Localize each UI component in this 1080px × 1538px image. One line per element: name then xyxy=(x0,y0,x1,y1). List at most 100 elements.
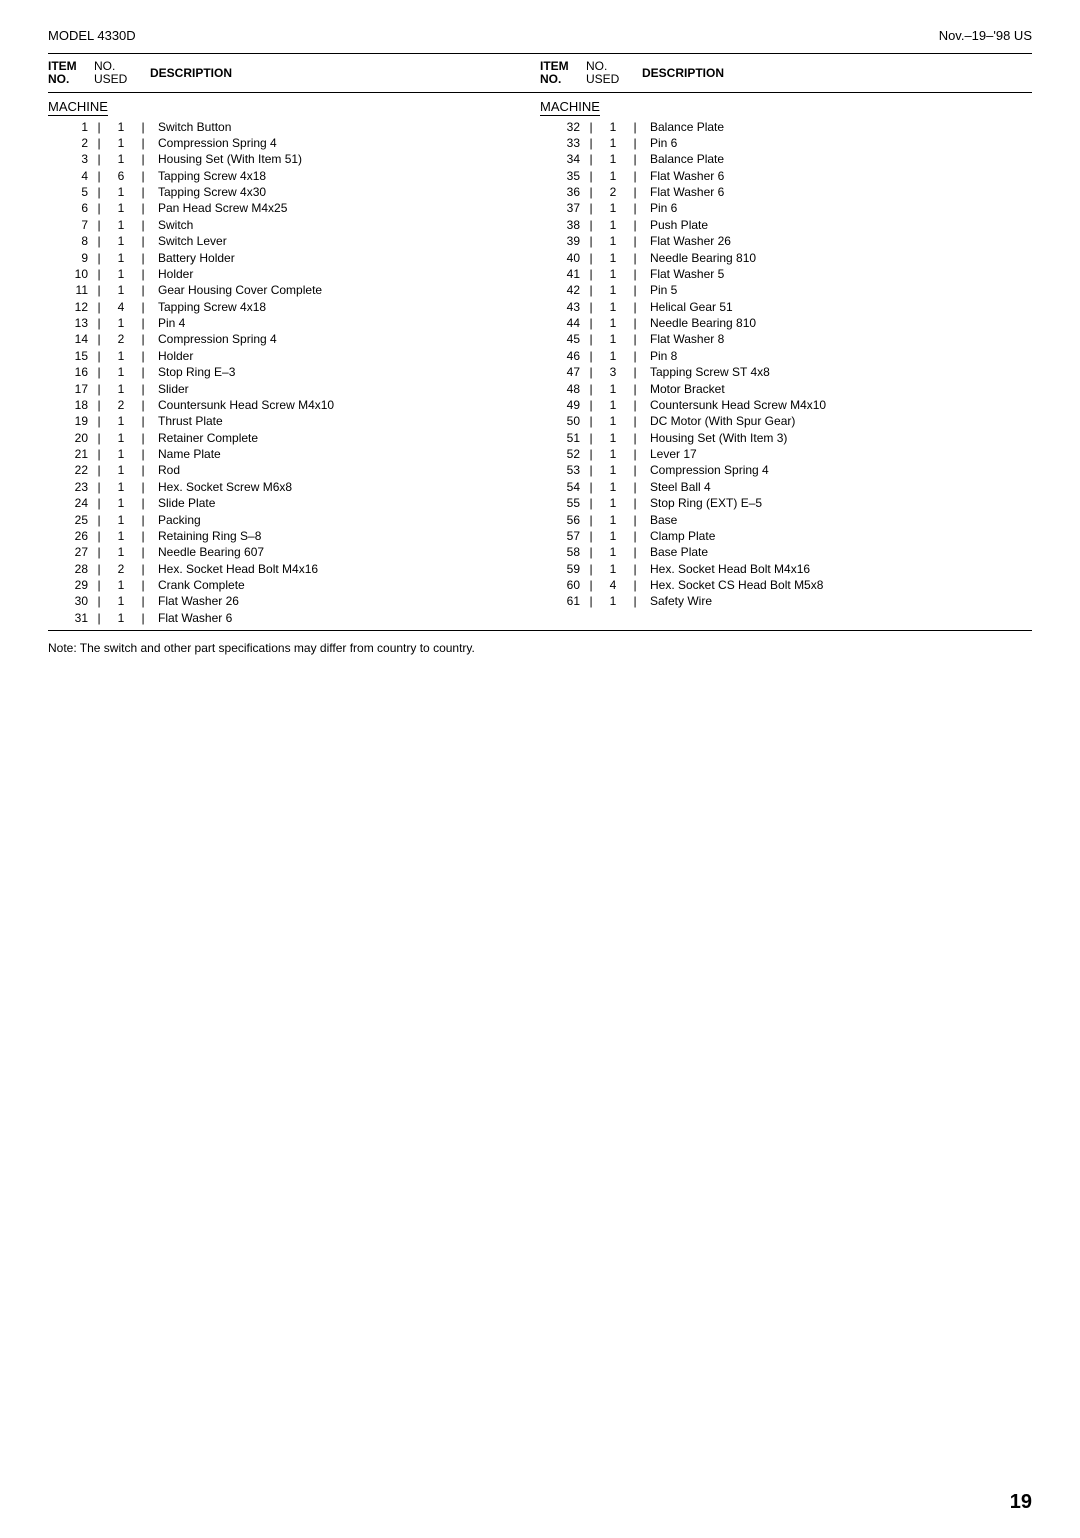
table-row: 12|4|Tapping Screw 4x18 xyxy=(48,299,540,315)
cell-separator: | xyxy=(138,249,148,265)
cell-separator: | xyxy=(138,217,148,233)
cell-separator: | xyxy=(586,380,596,396)
cell-separator: | xyxy=(586,331,596,347)
cell-no-used: 1 xyxy=(596,135,630,151)
cell-no-used: 1 xyxy=(596,397,630,413)
cell-item-no: 2 xyxy=(48,135,94,151)
cell-no-used: 2 xyxy=(104,397,138,413)
table-row: 43|1|Helical Gear 51 xyxy=(540,299,1032,315)
cell-description: Motor Bracket xyxy=(640,380,1032,396)
cell-separator: | xyxy=(138,577,148,593)
cell-separator: | xyxy=(94,430,104,446)
cell-item-no: 18 xyxy=(48,397,94,413)
cell-no-used: 1 xyxy=(104,577,138,593)
cell-description: Needle Bearing 810 xyxy=(640,249,1032,265)
table-row: 41|1|Flat Washer 5 xyxy=(540,266,1032,282)
cell-no-used: 1 xyxy=(596,348,630,364)
table-row: 60|4|Hex. Socket CS Head Bolt M5x8 xyxy=(540,577,1032,593)
cell-separator: | xyxy=(138,495,148,511)
cell-separator: | xyxy=(94,233,104,249)
cell-separator: | xyxy=(94,118,104,134)
cell-item-no: 57 xyxy=(540,528,586,544)
header-item-line1-r: ITEM xyxy=(540,59,569,73)
section-label-left-text: MACHINE xyxy=(48,99,108,116)
cell-no-used: 2 xyxy=(104,331,138,347)
cell-no-used: 1 xyxy=(596,561,630,577)
table-row: 15|1|Holder xyxy=(48,348,540,364)
cell-separator: | xyxy=(630,495,640,511)
cell-item-no: 61 xyxy=(540,593,586,609)
table-row: 39|1|Flat Washer 26 xyxy=(540,233,1032,249)
cell-item-no: 59 xyxy=(540,561,586,577)
cell-no-used: 1 xyxy=(104,315,138,331)
cell-separator: | xyxy=(630,233,640,249)
cell-no-used: 1 xyxy=(596,331,630,347)
cell-description: Helical Gear 51 xyxy=(640,299,1032,315)
cell-separator: | xyxy=(586,168,596,184)
cell-separator: | xyxy=(138,266,148,282)
cell-description: Steel Ball 4 xyxy=(640,479,1032,495)
cell-item-no: 51 xyxy=(540,430,586,446)
table-row: 57|1|Clamp Plate xyxy=(540,528,1032,544)
cell-separator: | xyxy=(630,249,640,265)
cell-no-used: 1 xyxy=(596,528,630,544)
cell-item-no: 42 xyxy=(540,282,586,298)
cell-item-no: 32 xyxy=(540,118,586,134)
cell-separator: | xyxy=(138,479,148,495)
table-row: 51|1|Housing Set (With Item 3) xyxy=(540,430,1032,446)
cell-no-used: 1 xyxy=(596,479,630,495)
cell-description: Flat Washer 26 xyxy=(640,233,1032,249)
cell-item-no: 36 xyxy=(540,184,586,200)
table-row: 26|1|Retaining Ring S–8 xyxy=(48,528,540,544)
cell-no-used: 1 xyxy=(104,430,138,446)
cell-item-no: 12 xyxy=(48,299,94,315)
cell-description: Flat Washer 6 xyxy=(640,168,1032,184)
cell-description: Tapping Screw 4x30 xyxy=(148,184,540,200)
cell-item-no: 23 xyxy=(48,479,94,495)
cell-separator: | xyxy=(94,544,104,560)
cell-item-no: 52 xyxy=(540,446,586,462)
cell-separator: | xyxy=(586,233,596,249)
table-row: 20|1|Retainer Complete xyxy=(48,430,540,446)
cell-no-used: 1 xyxy=(596,299,630,315)
cell-no-used: 1 xyxy=(596,118,630,134)
right-column: 32|1|Balance Plate33|1|Pin 634|1|Balance… xyxy=(540,118,1032,626)
cell-separator: | xyxy=(586,184,596,200)
cell-item-no: 5 xyxy=(48,184,94,200)
cell-item-no: 41 xyxy=(540,266,586,282)
table-row: 59|1|Hex. Socket Head Bolt M4x16 xyxy=(540,561,1032,577)
cell-separator: | xyxy=(94,299,104,315)
cell-item-no: 11 xyxy=(48,282,94,298)
header-description-r: DESCRIPTION xyxy=(632,66,724,80)
cell-no-used: 1 xyxy=(596,380,630,396)
cell-item-no: 49 xyxy=(540,397,586,413)
table-row: 2|1|Compression Spring 4 xyxy=(48,135,540,151)
cell-no-used: 1 xyxy=(596,413,630,429)
table-row: 13|1|Pin 4 xyxy=(48,315,540,331)
cell-description: Flat Washer 5 xyxy=(640,266,1032,282)
cell-item-no: 56 xyxy=(540,511,586,527)
cell-item-no: 38 xyxy=(540,217,586,233)
cell-description: Base xyxy=(640,511,1032,527)
cell-item-no: 22 xyxy=(48,462,94,478)
table-row: 10|1|Holder xyxy=(48,266,540,282)
cell-description: Clamp Plate xyxy=(640,528,1032,544)
cell-separator: | xyxy=(630,299,640,315)
cell-no-used: 1 xyxy=(104,118,138,134)
parts-table-left: 1|1|Switch Button2|1|Compression Spring … xyxy=(48,118,540,626)
table-row: 31|1|Flat Washer 6 xyxy=(48,610,540,626)
cell-no-used: 1 xyxy=(596,282,630,298)
cell-separator: | xyxy=(630,331,640,347)
cell-separator: | xyxy=(586,266,596,282)
cell-item-no: 28 xyxy=(48,561,94,577)
cell-item-no: 34 xyxy=(540,151,586,167)
header-item-line1: ITEM xyxy=(48,59,77,73)
header-item-line2: NO. xyxy=(48,72,69,86)
cell-item-no: 29 xyxy=(48,577,94,593)
cell-description: Stop Ring E–3 xyxy=(148,364,540,380)
footnote: Note: The switch and other part specific… xyxy=(48,641,1032,655)
cell-item-no: 3 xyxy=(48,151,94,167)
cell-description: Pin 6 xyxy=(640,200,1032,216)
cell-item-no: 13 xyxy=(48,315,94,331)
cell-no-used: 1 xyxy=(596,495,630,511)
